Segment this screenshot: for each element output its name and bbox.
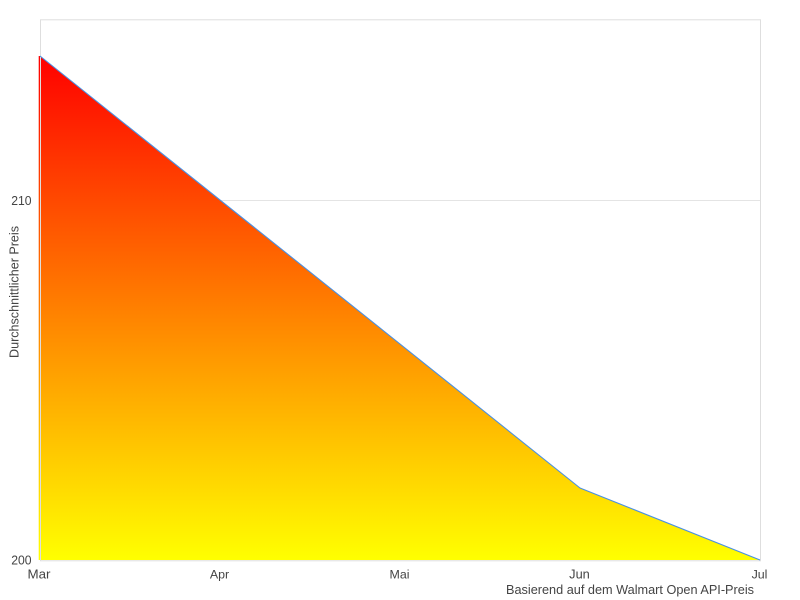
svg-text:210: 210 [11,194,31,208]
svg-text:Jul: Jul [752,568,768,582]
svg-text:Apr: Apr [210,568,229,582]
svg-text:Jun: Jun [569,567,590,582]
svg-text:Mai: Mai [390,568,410,582]
svg-text:Mar: Mar [28,567,52,582]
svg-text:200: 200 [11,554,31,568]
svg-text:Basierend auf dem Walmart Open: Basierend auf dem Walmart Open API-Preis [506,583,754,597]
svg-text:Durchschnittlicher Preis: Durchschnittlicher Preis [8,226,22,358]
